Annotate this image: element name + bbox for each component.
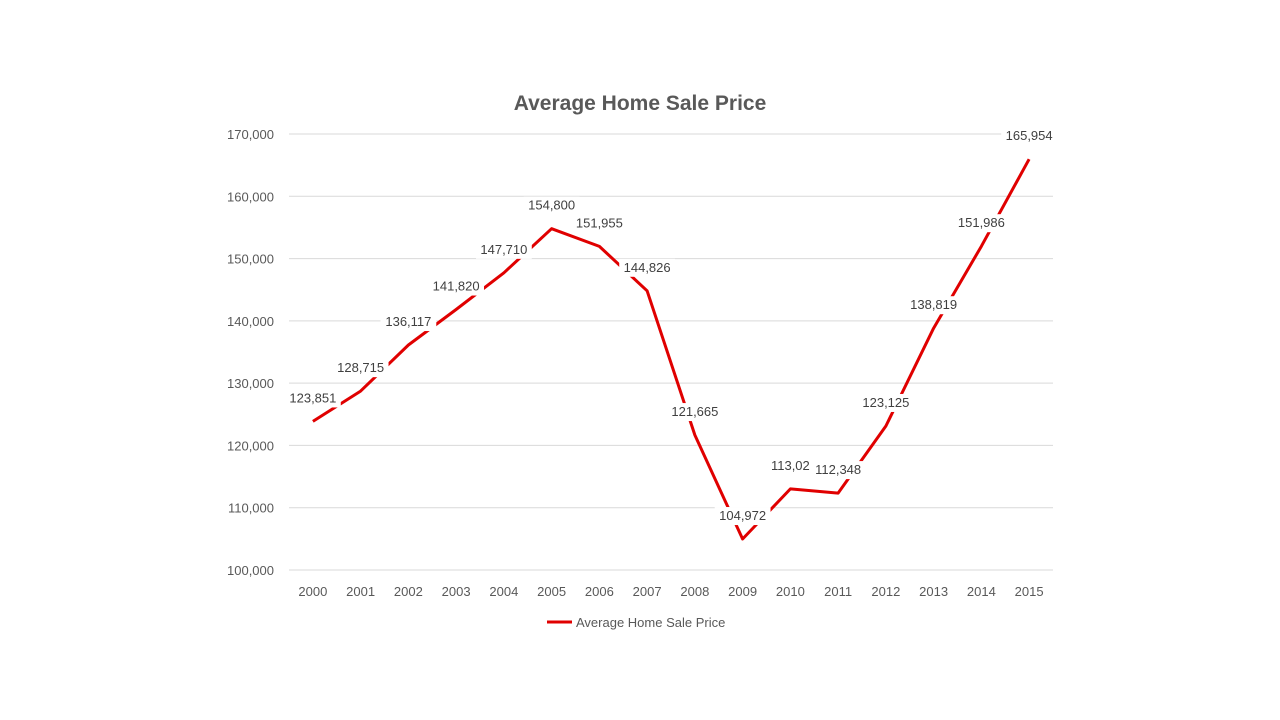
- y-axis-tick-labels: 100,000 110,000 120,000 130,000 140,000 150,0…: [227, 127, 274, 578]
- data-label-background: [857, 393, 914, 412]
- chart-title: Average Home Sale Price: [514, 92, 767, 115]
- x-tick-label: 2000: [298, 584, 327, 599]
- data-label: 136,117: [385, 314, 431, 329]
- data-label-background: [571, 214, 628, 233]
- y-tick-label: 140,000: [227, 314, 274, 329]
- data-label-background: [714, 507, 771, 526]
- x-tick-label: 2004: [489, 584, 518, 599]
- y-tick-label: 130,000: [227, 376, 274, 391]
- x-tick-label: 2012: [871, 584, 900, 599]
- series-lines: [312, 158, 1031, 541]
- y-tick-label: 160,000: [227, 189, 274, 204]
- data-label: 128,715: [337, 360, 384, 375]
- data-label: 138,819: [910, 297, 957, 312]
- x-axis-tick-labels: 2000 2001 2002 2003 2004 2005 2006 2007 2008 2009…: [298, 584, 1043, 599]
- data-label: 113,02: [771, 458, 810, 473]
- x-tick-label: 2015: [1015, 584, 1044, 599]
- data-label-background: [619, 258, 676, 277]
- data-label: 104,972: [719, 508, 766, 523]
- x-tick-label: 2005: [537, 584, 566, 599]
- data-label-background: [284, 389, 341, 408]
- legend-label: Average Home Sale Price: [576, 615, 725, 630]
- data-label-background: [810, 461, 867, 480]
- x-tick-label: 2013: [919, 584, 948, 599]
- data-label: 112,348: [815, 462, 861, 477]
- data-label: 151,955: [576, 215, 623, 230]
- data-label-background: [475, 240, 532, 259]
- x-tick-label: 2006: [585, 584, 614, 599]
- x-tick-label: 2008: [680, 584, 709, 599]
- series-line: [312, 158, 1031, 541]
- x-tick-label: 2009: [728, 584, 757, 599]
- data-label-background: [428, 277, 485, 296]
- data-label-background: [766, 456, 815, 475]
- x-tick-label: 2002: [394, 584, 423, 599]
- legend: Average Home Sale Price: [547, 615, 725, 630]
- gridlines: [289, 133, 1053, 571]
- data-label: 141,820: [433, 279, 480, 294]
- data-label-background: [332, 359, 389, 378]
- data-label: 123,851: [289, 390, 336, 405]
- data-label: 154,800: [528, 198, 575, 213]
- x-tick-label: 2001: [346, 584, 375, 599]
- x-tick-label: 2003: [442, 584, 471, 599]
- y-tick-label: 170,000: [227, 127, 274, 142]
- x-tick-label: 2007: [633, 584, 662, 599]
- x-tick-label: 2014: [967, 584, 996, 599]
- y-tick-label: 150,000: [227, 252, 274, 267]
- x-tick-label: 2011: [824, 584, 852, 599]
- y-tick-label: 100,000: [227, 563, 274, 578]
- y-tick-label: 110,000: [228, 501, 274, 516]
- data-label: 165,954: [1006, 128, 1053, 143]
- data-label-background: [905, 296, 962, 315]
- data-label: 123,125: [862, 395, 909, 410]
- data-label-background: [380, 313, 437, 332]
- data-label: 151,986: [958, 215, 1005, 230]
- x-tick-label: 2010: [776, 584, 805, 599]
- y-tick-label: 120,000: [227, 438, 274, 453]
- data-label-background: [953, 214, 1010, 233]
- data-label-background: [666, 403, 723, 422]
- data-label: 121,665: [671, 404, 718, 419]
- data-label-background: [523, 196, 580, 215]
- data-label: 147,710: [480, 242, 527, 257]
- data-label-background: [1001, 127, 1058, 146]
- data-label: 144,826: [624, 260, 671, 275]
